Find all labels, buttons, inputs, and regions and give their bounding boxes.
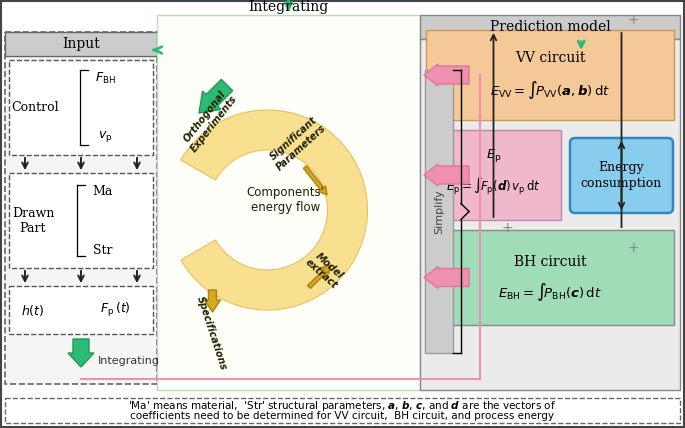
- Text: Integrating: Integrating: [249, 0, 329, 14]
- Text: 'Ma' means material,  'Str' structural parameters, $\boldsymbol{a}$, $\boldsymbo: 'Ma' means material, 'Str' structural pa…: [128, 399, 557, 413]
- Text: VV circuit: VV circuit: [515, 51, 585, 65]
- Bar: [426, 30, 674, 120]
- Text: $F_{\rm p}\,(t)$: $F_{\rm p}\,(t)$: [99, 301, 130, 319]
- Text: Model
extract: Model extract: [303, 249, 347, 291]
- Bar: [5, 32, 157, 56]
- Text: $E_{\rm p}$: $E_{\rm p}$: [486, 148, 501, 164]
- Text: Orthogonal
Experiments: Orthogonal Experiments: [179, 86, 238, 154]
- Text: +: +: [501, 221, 513, 235]
- FancyArrow shape: [424, 267, 469, 288]
- Text: Simplify: Simplify: [434, 189, 444, 234]
- FancyArrow shape: [308, 265, 331, 288]
- Bar: [9, 173, 153, 268]
- Bar: [5, 398, 680, 423]
- Text: $E_{\rm p}{=}\int\!F_{\rm p}(\boldsymbol{d})\,v_{\rm p}\,{\rm d}t$: $E_{\rm p}{=}\int\!F_{\rm p}(\boldsymbol…: [446, 175, 541, 196]
- FancyArrow shape: [303, 166, 327, 195]
- FancyArrow shape: [424, 64, 469, 86]
- FancyArrow shape: [424, 164, 469, 186]
- Text: +: +: [627, 13, 639, 27]
- Bar: [9, 286, 153, 334]
- Text: $h(t)$: $h(t)$: [21, 303, 45, 318]
- Text: Integrating: Integrating: [98, 356, 160, 366]
- Text: Ma: Ma: [92, 184, 113, 197]
- Text: Significant
Parameters: Significant Parameters: [266, 114, 327, 172]
- Bar: [157, 15, 420, 390]
- Text: coefficients need to be determined for VV circuit,  BH circuit, and process ener: coefficients need to be determined for V…: [131, 411, 554, 421]
- Text: Str: Str: [93, 244, 113, 256]
- Text: $E_{\rm BH}{=}\int\!P_{\rm BH}(\boldsymbol{c})\,{\rm d}t$: $E_{\rm BH}{=}\int\!P_{\rm BH}(\boldsymb…: [498, 281, 602, 303]
- FancyArrow shape: [199, 79, 233, 113]
- Bar: [426, 130, 561, 220]
- Text: $v_{\rm p}$: $v_{\rm p}$: [98, 130, 112, 145]
- Bar: [9, 60, 153, 155]
- FancyArrow shape: [204, 290, 221, 312]
- Text: Control: Control: [11, 101, 59, 114]
- Bar: [420, 39, 680, 390]
- Wedge shape: [181, 110, 367, 310]
- Bar: [5, 32, 157, 384]
- Text: Energy
consumption: Energy consumption: [581, 161, 662, 190]
- FancyBboxPatch shape: [570, 138, 673, 213]
- Text: Input: Input: [62, 37, 100, 51]
- Bar: [420, 15, 680, 39]
- Text: Prediction model: Prediction model: [490, 20, 610, 34]
- Bar: [426, 230, 674, 325]
- Text: +: +: [627, 241, 639, 255]
- Text: Drawn
Part: Drawn Part: [12, 206, 54, 235]
- Text: Components'
energy flow: Components' energy flow: [247, 186, 325, 214]
- Bar: [425, 70, 453, 353]
- Text: $E_{\rm VV}{=}\int\!P_{\rm VV}(\boldsymbol{a},\boldsymbol{b})\,{\rm d}t$: $E_{\rm VV}{=}\int\!P_{\rm VV}(\boldsymb…: [490, 79, 610, 101]
- FancyArrow shape: [68, 339, 94, 367]
- Text: BH circuit: BH circuit: [514, 255, 586, 269]
- Text: $F_{\rm BH}$: $F_{\rm BH}$: [95, 71, 116, 86]
- Text: Specifications: Specifications: [195, 295, 229, 371]
